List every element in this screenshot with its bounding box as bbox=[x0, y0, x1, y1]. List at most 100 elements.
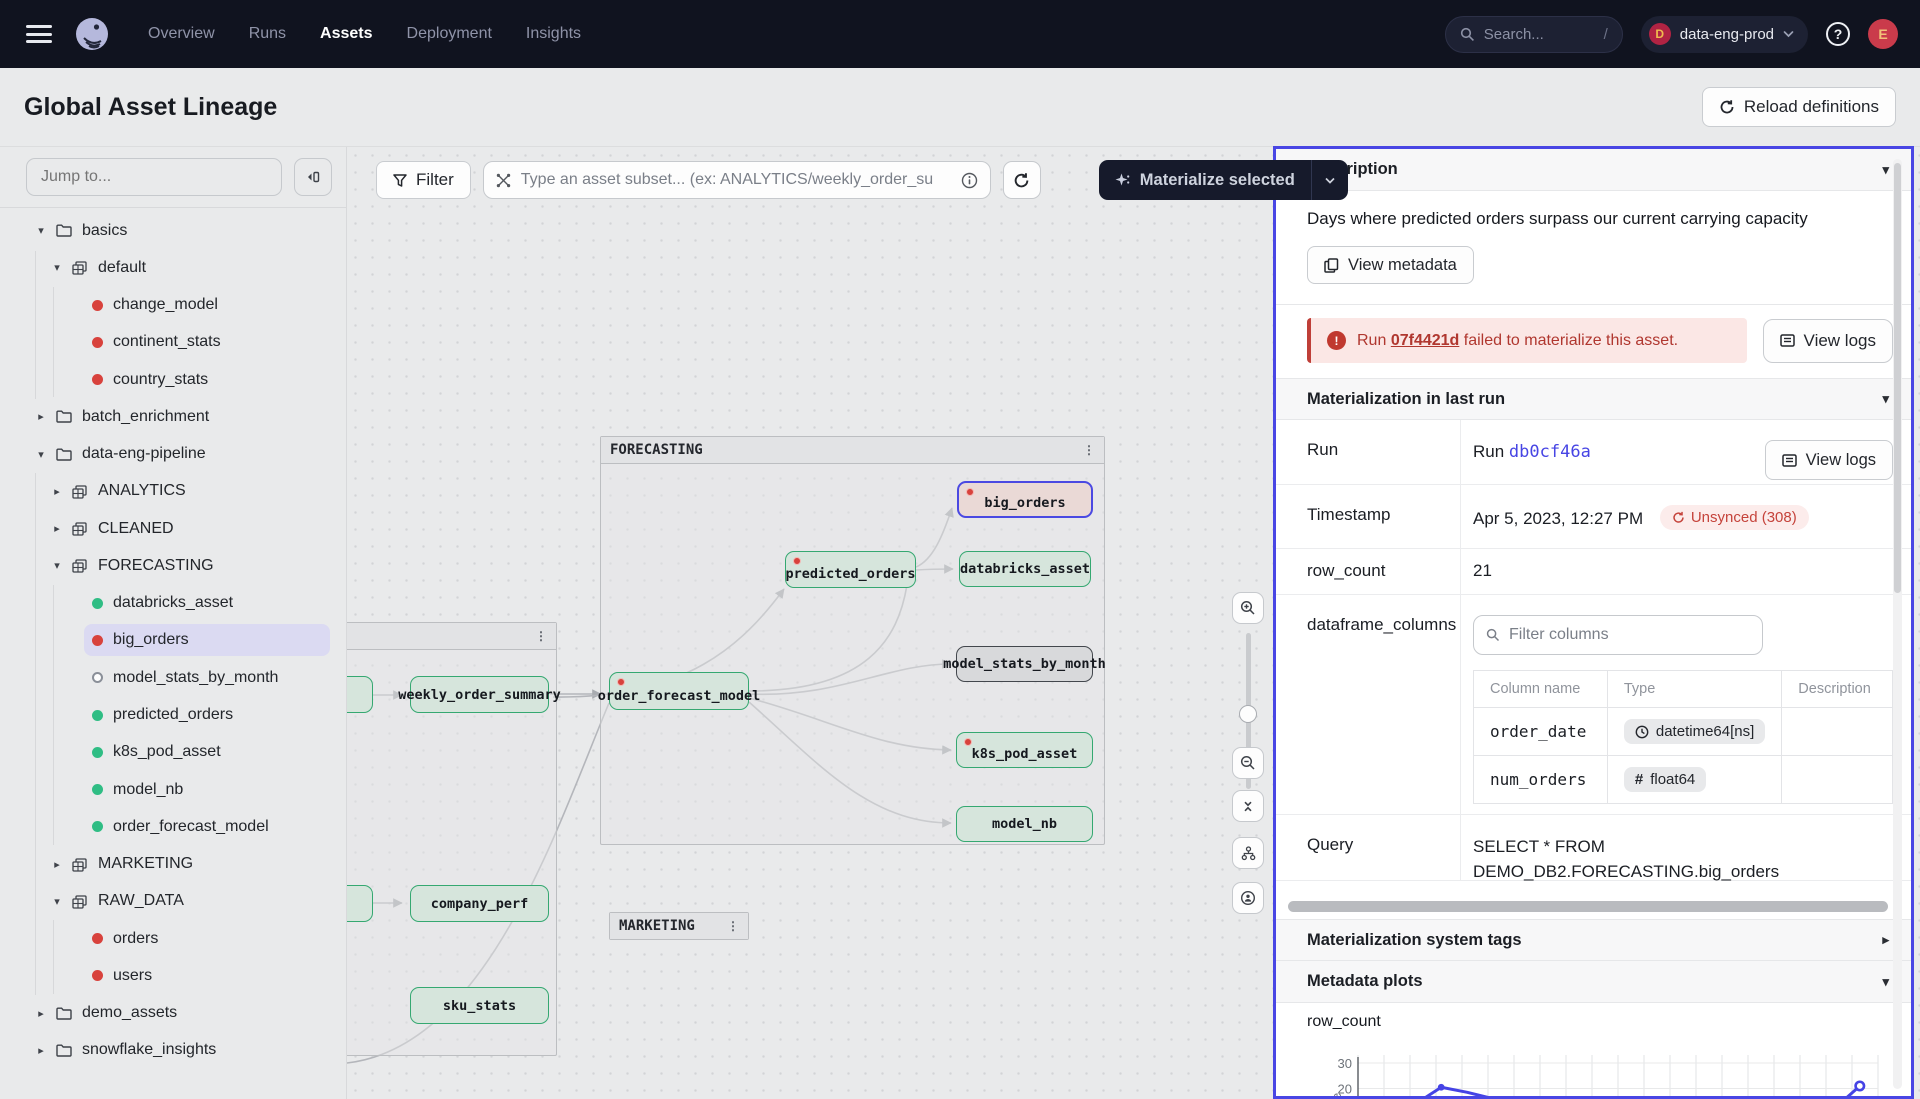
description-section-header[interactable]: Description ▾ bbox=[1276, 149, 1911, 191]
asset-subset-icon bbox=[496, 173, 511, 188]
unsynced-badge: Unsynced (308) bbox=[1660, 505, 1809, 530]
asset-node-clipped[interactable] bbox=[347, 885, 373, 922]
tree-item-default[interactable]: ▾default bbox=[0, 249, 347, 286]
group-menu-icon[interactable]: ⋮ bbox=[535, 629, 547, 643]
nav-item-deployment[interactable]: Deployment bbox=[407, 25, 492, 43]
reload-definitions-button[interactable]: Reload definitions bbox=[1702, 87, 1896, 127]
row-count-label: row_count bbox=[1276, 549, 1460, 594]
query-label: Query bbox=[1276, 815, 1460, 880]
panel-horizontal-scrollbar[interactable] bbox=[1276, 893, 1911, 919]
tree-item-batch_enrichment[interactable]: ▸batch_enrichment bbox=[0, 398, 347, 435]
nav-item-overview[interactable]: Overview bbox=[148, 25, 215, 43]
run-id-link[interactable]: db0cf46a bbox=[1509, 442, 1591, 462]
tree-item-CLEANED[interactable]: ▸CLEANED bbox=[0, 510, 347, 547]
page-title: Global Asset Lineage bbox=[24, 93, 277, 122]
tree-item-ANALYTICS[interactable]: ▸ANALYTICS bbox=[0, 473, 347, 510]
stale-dot-icon bbox=[793, 557, 801, 565]
asset-node-big-orders[interactable]: big_orders bbox=[957, 481, 1093, 518]
view-logs-button[interactable]: View logs bbox=[1765, 440, 1893, 480]
search-shortcut-hint: / bbox=[1604, 26, 1608, 43]
tree-item-snowflake_insights[interactable]: ▸snowflake_insights bbox=[0, 1032, 347, 1069]
nav-item-runs[interactable]: Runs bbox=[249, 25, 286, 43]
graph-layout-button[interactable] bbox=[1232, 837, 1264, 869]
logs-icon bbox=[1782, 454, 1797, 467]
search-input[interactable]: Search... / bbox=[1445, 16, 1623, 53]
search-placeholder: Search... bbox=[1484, 26, 1544, 43]
dataframe-columns-row: dataframe_columns Filter columns Column … bbox=[1276, 595, 1911, 815]
refresh-icon bbox=[1719, 99, 1735, 115]
failed-run-link[interactable]: 07f4421d bbox=[1391, 332, 1460, 349]
caret-down-icon[interactable]: ▾ bbox=[34, 224, 48, 237]
column-type-cell: #float64 bbox=[1607, 756, 1781, 804]
tree-item-demo_assets[interactable]: ▸demo_assets bbox=[0, 995, 347, 1032]
caret-right-icon[interactable]: ▸ bbox=[34, 410, 48, 423]
tree-item-data-eng-pipeline[interactable]: ▾data-eng-pipeline bbox=[0, 436, 347, 473]
asset-group-header[interactable]: FORECASTING ⋮ bbox=[601, 437, 1104, 464]
asset-node-predicted-orders[interactable]: predicted_orders bbox=[785, 551, 916, 588]
deployment-switcher[interactable]: D data-eng-prod bbox=[1641, 16, 1808, 53]
materialize-selected-button[interactable]: Materialize selected bbox=[1099, 160, 1348, 200]
filter-columns-input[interactable]: Filter columns bbox=[1473, 615, 1763, 655]
materialization-section-header[interactable]: Materialization in last run ▾ bbox=[1276, 378, 1911, 420]
asset-node-sku-stats[interactable]: sku_stats bbox=[410, 987, 549, 1024]
caret-right-icon[interactable]: ▸ bbox=[50, 485, 64, 498]
graph-toolbar: Filter Type an asset subset... (ex: ANAL… bbox=[376, 160, 1348, 200]
zoom-slider-handle[interactable] bbox=[1239, 705, 1257, 723]
caret-down-icon[interactable]: ▾ bbox=[34, 448, 48, 461]
tree-item-basics[interactable]: ▾basics bbox=[0, 212, 347, 249]
query-row: Query SELECT * FROM DEMO_DB2.FORECASTING… bbox=[1276, 815, 1911, 881]
asset-subset-input[interactable]: Type an asset subset... (ex: ANALYTICS/w… bbox=[483, 161, 991, 199]
caret-right-icon[interactable]: ▸ bbox=[50, 522, 64, 535]
recenter-button[interactable] bbox=[1232, 882, 1264, 914]
view-logs-button[interactable]: View logs bbox=[1763, 319, 1893, 363]
asset-group-header[interactable]: ⋮ bbox=[347, 623, 556, 650]
nav-item-assets[interactable]: Assets bbox=[320, 25, 372, 43]
asset-node-order-forecast-model[interactable]: order_forecast_model bbox=[609, 672, 749, 710]
nav-item-insights[interactable]: Insights bbox=[526, 25, 581, 43]
dagster-logo-icon[interactable] bbox=[74, 16, 110, 52]
asset-group-header[interactable]: MARKETING ⋮ bbox=[610, 913, 748, 939]
caret-down-icon[interactable]: ▾ bbox=[50, 559, 64, 572]
chevron-down-icon: ▾ bbox=[1882, 391, 1889, 407]
asset-status-dot bbox=[92, 970, 103, 981]
tree-item-MARKETING[interactable]: ▸MARKETING bbox=[0, 846, 347, 883]
asset-node-company-perf[interactable]: company_perf bbox=[410, 885, 549, 922]
info-icon[interactable] bbox=[961, 172, 978, 189]
view-metadata-button[interactable]: View metadata bbox=[1307, 246, 1474, 284]
refresh-graph-button[interactable] bbox=[1003, 161, 1041, 199]
asset-node-databricks-asset[interactable]: databricks_asset bbox=[959, 551, 1091, 587]
materialize-dropdown-button[interactable] bbox=[1312, 177, 1348, 184]
funnel-icon bbox=[393, 174, 407, 187]
caret-right-icon[interactable]: ▸ bbox=[34, 1007, 48, 1020]
asset-node-clipped[interactable] bbox=[347, 676, 373, 713]
asset-node-model-nb[interactable]: model_nb bbox=[956, 806, 1093, 842]
column-description-cell bbox=[1782, 708, 1893, 756]
filter-button[interactable]: Filter bbox=[376, 161, 471, 199]
caret-down-icon[interactable]: ▾ bbox=[50, 895, 64, 908]
tree-item-RAW_DATA[interactable]: ▾RAW_DATA bbox=[0, 883, 347, 920]
hamburger-menu-icon[interactable] bbox=[26, 25, 52, 43]
table-header-description: Description bbox=[1782, 671, 1893, 708]
caret-down-icon[interactable]: ▾ bbox=[50, 261, 64, 274]
asset-status-dot bbox=[92, 337, 103, 348]
metadata-plots-section-header[interactable]: Metadata plots ▾ bbox=[1276, 961, 1911, 1003]
tree-item-FORECASTING[interactable]: ▾FORECASTING bbox=[0, 547, 347, 584]
row-count-line-chart[interactable]: 102030Value bbox=[1332, 1047, 1907, 1096]
chevron-down-icon bbox=[1325, 177, 1335, 184]
help-icon[interactable]: ? bbox=[1826, 22, 1850, 46]
zoom-in-button[interactable] bbox=[1232, 592, 1264, 624]
group-menu-icon[interactable]: ⋮ bbox=[727, 919, 739, 933]
asset-node-model-stats-by-month[interactable]: model_stats_by_month bbox=[956, 646, 1093, 682]
zoom-out-button[interactable] bbox=[1232, 747, 1264, 779]
asset-node-weekly-order-summary[interactable]: weekly_order_summary bbox=[410, 676, 549, 713]
asset-node-k8s-pod-asset[interactable]: k8s_pod_asset bbox=[956, 732, 1093, 768]
caret-right-icon[interactable]: ▸ bbox=[50, 858, 64, 871]
search-icon bbox=[1460, 27, 1475, 42]
collapse-groups-button[interactable] bbox=[1232, 790, 1264, 822]
chevron-down-icon: ▾ bbox=[1882, 162, 1889, 178]
system-tags-section-header[interactable]: Materialization system tags ▸ bbox=[1276, 919, 1911, 961]
panel-vertical-scrollbar[interactable] bbox=[1893, 159, 1902, 1089]
user-avatar[interactable]: E bbox=[1868, 19, 1898, 49]
group-menu-icon[interactable]: ⋮ bbox=[1083, 443, 1095, 457]
caret-right-icon[interactable]: ▸ bbox=[34, 1044, 48, 1057]
